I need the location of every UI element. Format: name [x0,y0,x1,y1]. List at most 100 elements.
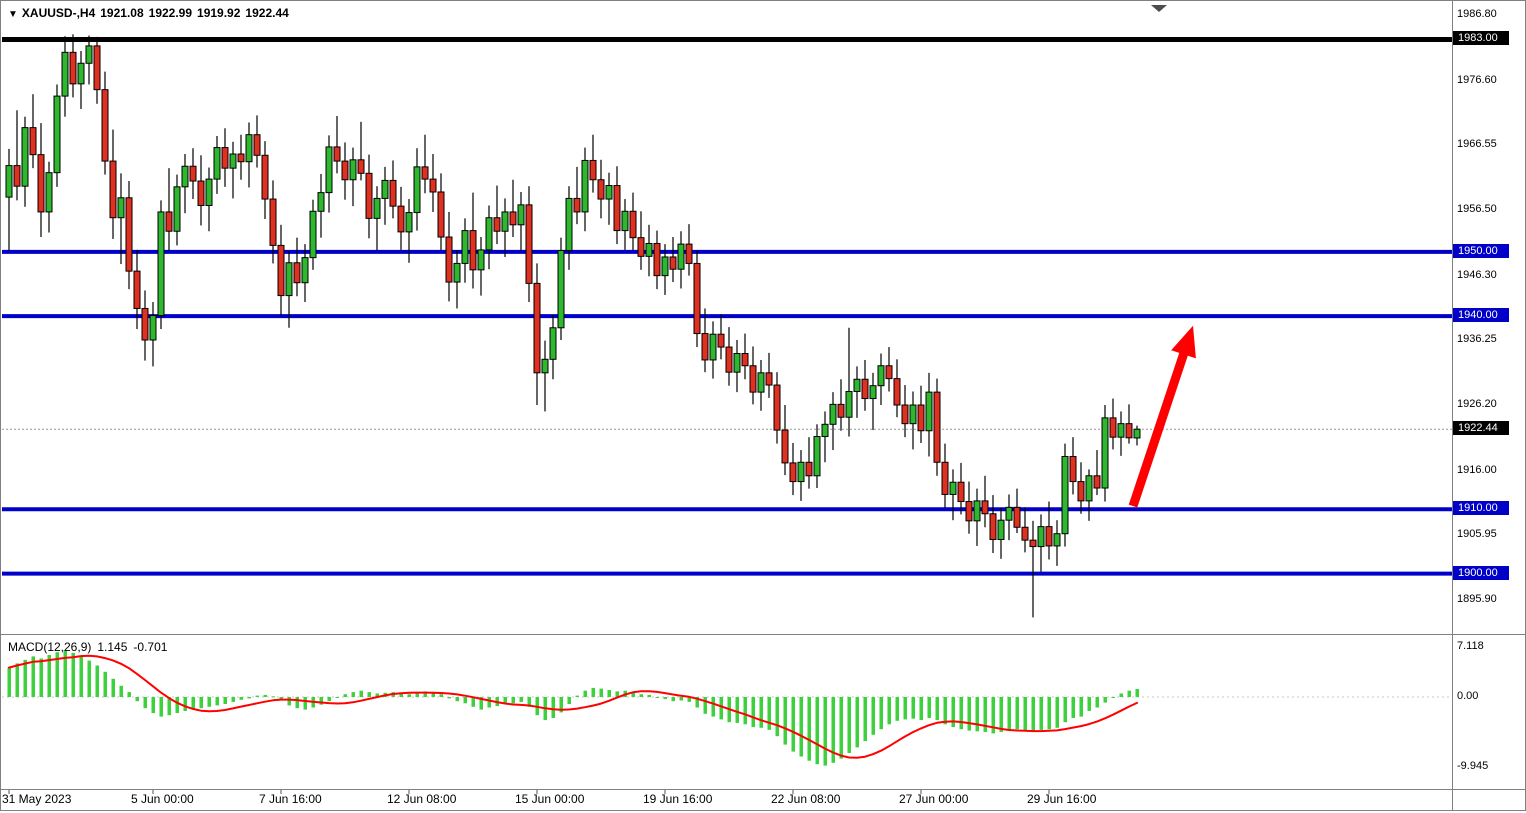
candle [269,180,277,264]
candle [21,116,29,207]
candle [629,192,637,251]
candle [581,147,589,232]
candle [445,211,453,302]
candle [61,36,69,117]
candle [85,35,93,85]
candle [109,129,117,239]
candle [365,154,373,239]
candle [301,244,309,303]
candle [341,142,349,200]
candle [909,391,917,450]
trend-arrow-annotation[interactable] [1128,325,1196,508]
candle [637,211,645,270]
candle [1021,507,1029,553]
candle [157,200,165,330]
candle [373,186,381,251]
candle [1013,488,1021,534]
candle [1053,520,1061,566]
candle [661,244,669,295]
candle [189,148,197,200]
candle [309,199,317,270]
candle [197,155,205,226]
candle [693,250,701,348]
candle [1109,398,1117,450]
candle [485,205,493,270]
candle [261,141,269,220]
candle [525,186,533,303]
candle [709,321,717,379]
candle [541,340,549,412]
candle [245,122,253,188]
candle [77,51,85,109]
candle [325,135,333,213]
candle [141,290,149,361]
candle [429,154,437,212]
candle [893,359,901,418]
candle [237,134,245,180]
candle [501,198,509,257]
candle [813,424,821,489]
candle [509,179,517,238]
candle [333,116,341,174]
candle [229,141,237,199]
candle [605,172,613,225]
candle [493,185,501,245]
candle [597,159,605,219]
candle [253,115,261,168]
macd-histogram [7,650,1139,766]
candle [797,450,805,501]
candle [181,154,189,214]
candle [165,168,173,252]
candle [453,250,461,309]
candle [1117,411,1125,456]
candle [101,71,109,175]
candlestick-series [5,34,1141,618]
candle [589,134,597,193]
candle [861,359,869,411]
candle [93,36,101,104]
candle [645,224,653,277]
candle [669,237,677,283]
candle [5,148,13,251]
candle [469,192,477,289]
candle [1085,469,1093,521]
candle [733,339,741,393]
candle [925,372,933,457]
candle [149,302,157,367]
candle [1093,450,1101,496]
candle [885,347,893,392]
time-axis-ticks[interactable] [8,790,1050,794]
candle [1005,494,1013,541]
candle [981,475,989,528]
candle [773,372,781,444]
candle [685,224,693,276]
candle [349,147,357,207]
candle [533,263,541,405]
candle [965,481,973,534]
candle [757,359,765,411]
candle [957,462,965,515]
candle [933,378,941,476]
candle [653,230,661,290]
candle [293,237,301,297]
candle [549,314,557,380]
candle [901,385,909,438]
candle [389,160,397,219]
candle [357,121,365,181]
candle [461,218,469,283]
macd-signal-line [8,654,1138,759]
chart-shift-marker-icon[interactable] [1151,5,1167,12]
candle [701,308,709,373]
candle [573,166,581,225]
candle [277,224,285,316]
candle [837,379,845,431]
candle [285,251,293,328]
candle [405,199,413,263]
candle [133,249,141,330]
candle [173,174,181,246]
candle [381,166,389,225]
candle [717,314,725,360]
